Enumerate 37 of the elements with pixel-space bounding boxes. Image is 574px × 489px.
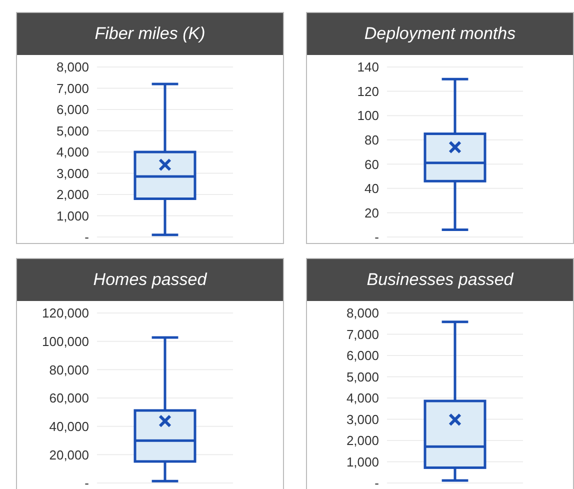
y-tick-label: 80 xyxy=(364,132,379,148)
chart-title: Homes passed xyxy=(17,259,283,301)
y-tick-label: 6,000 xyxy=(56,102,89,118)
y-tick-label: 7,000 xyxy=(346,326,379,342)
y-tick-label: 120,000 xyxy=(42,306,89,321)
y-tick-label: 7,000 xyxy=(56,80,89,96)
y-tick-label: 140 xyxy=(357,60,379,75)
y-tick-label: 20 xyxy=(364,205,379,220)
y-tick-label: - xyxy=(374,476,379,489)
y-tick-label: 2,000 xyxy=(346,433,379,448)
chart-title: Fiber miles (K) xyxy=(17,13,283,55)
y-tick-label: 4,000 xyxy=(56,144,89,160)
y-tick-label: 6,000 xyxy=(346,348,379,364)
y-tick-label: 8,000 xyxy=(346,306,379,321)
y-tick-label: 2,000 xyxy=(56,187,89,202)
y-tick-label: 80,000 xyxy=(49,362,89,378)
y-tick-label: 40,000 xyxy=(49,418,89,434)
chart-title: Businesses passed xyxy=(307,259,573,301)
y-tick-label: - xyxy=(374,230,379,245)
y-tick-label: 8,000 xyxy=(56,60,89,75)
y-tick-label: 4,000 xyxy=(346,390,379,406)
y-tick-label: 3,000 xyxy=(56,166,89,181)
y-tick-label: 1,000 xyxy=(56,208,89,224)
y-tick-label: 20,000 xyxy=(49,447,89,462)
y-tick-label: 100 xyxy=(357,108,379,124)
y-tick-label: - xyxy=(84,476,89,489)
y-tick-label: 5,000 xyxy=(346,369,379,384)
y-tick-label: 100,000 xyxy=(42,334,89,349)
y-tick-label: 40 xyxy=(364,181,379,196)
y-tick-label: 60 xyxy=(364,156,379,172)
chart-title: Deployment months xyxy=(307,13,573,55)
y-tick-label: 1,000 xyxy=(346,454,379,470)
y-tick-label: 5,000 xyxy=(56,123,89,138)
y-tick-label: 60,000 xyxy=(49,390,89,406)
y-tick-label: 3,000 xyxy=(346,412,379,427)
y-tick-label: 120 xyxy=(357,84,379,99)
y-tick-label: - xyxy=(84,230,89,245)
